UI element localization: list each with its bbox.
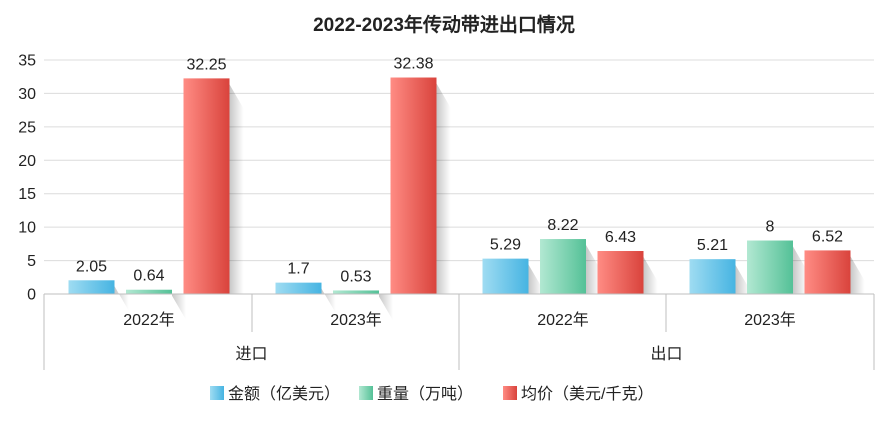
bars	[68, 77, 865, 321]
x-tick-label: 2023年	[744, 311, 796, 329]
y-tick-label: 5	[27, 253, 36, 270]
x-tick-label: 2023年	[330, 311, 382, 329]
y-axis: 0 5 10 15 20 25 30 35	[18, 53, 36, 304]
bar-shadow	[735, 265, 750, 294]
legend-label: 金额（亿美元）	[228, 385, 340, 403]
bar	[597, 251, 644, 294]
bar	[804, 250, 851, 294]
bar	[747, 240, 793, 294]
data-label: 5.29	[490, 237, 521, 254]
legend-label: 均价（美元/千克）	[521, 385, 653, 403]
data-label: 5.21	[697, 237, 728, 254]
bar-shadow	[321, 288, 336, 313]
data-label: 1.7	[287, 261, 309, 278]
legend: 金额（亿美元） 重量（万吨） 均价（美元/千克）	[210, 385, 653, 403]
bar-shadow	[172, 294, 186, 320]
bar	[333, 290, 379, 294]
y-tick-label: 15	[18, 186, 36, 203]
bar-shadow	[379, 294, 393, 321]
bar-shadow	[436, 83, 451, 294]
x-tick-label: 2022年	[537, 311, 589, 329]
data-label: 32.25	[186, 56, 226, 73]
data-labels: 2.05 1.7 5.29 5.21 0.64 0.53 8.22 8 32.25 32.38 6.…	[76, 56, 843, 286]
bar	[390, 77, 437, 294]
bar-shadow	[586, 245, 600, 294]
bar-shadow	[229, 84, 244, 294]
bar-shadow	[793, 246, 807, 294]
legend-swatch	[210, 386, 224, 400]
bar	[68, 280, 115, 294]
x-tick-label: 2022年	[123, 311, 175, 329]
bar	[689, 259, 736, 294]
y-tick-label: 35	[18, 53, 36, 70]
bar-shadow	[114, 286, 129, 311]
y-tick-label: 10	[18, 220, 36, 237]
legend-swatch	[359, 386, 373, 400]
y-tick-label: 20	[18, 153, 36, 170]
data-label: 2.05	[76, 258, 107, 275]
data-label: 32.38	[393, 56, 433, 73]
bar	[183, 78, 230, 294]
chart-title: 2022-2023年传动带进出口情况	[313, 13, 575, 36]
data-label: 6.52	[812, 228, 843, 245]
data-label: 6.43	[605, 229, 636, 246]
bar	[275, 282, 322, 294]
bar	[540, 239, 586, 294]
bar-shadow	[850, 256, 865, 294]
y-tick-label: 0	[27, 287, 36, 304]
gridlines	[44, 59, 874, 295]
data-label: 8.22	[547, 217, 578, 234]
bar-shadow	[643, 257, 658, 294]
bar	[482, 258, 529, 294]
legend-label: 重量（万吨）	[377, 385, 473, 403]
x-group-label: 出口	[650, 345, 682, 363]
bar	[126, 289, 172, 294]
x-group-label: 进口	[235, 345, 267, 363]
y-tick-label: 30	[18, 86, 36, 103]
legend-swatch	[503, 386, 517, 400]
bar-shadow	[528, 264, 543, 294]
y-tick-label: 25	[18, 119, 36, 136]
data-label: 0.64	[133, 268, 164, 285]
data-label: 0.53	[340, 268, 371, 285]
data-label: 8	[766, 219, 775, 236]
